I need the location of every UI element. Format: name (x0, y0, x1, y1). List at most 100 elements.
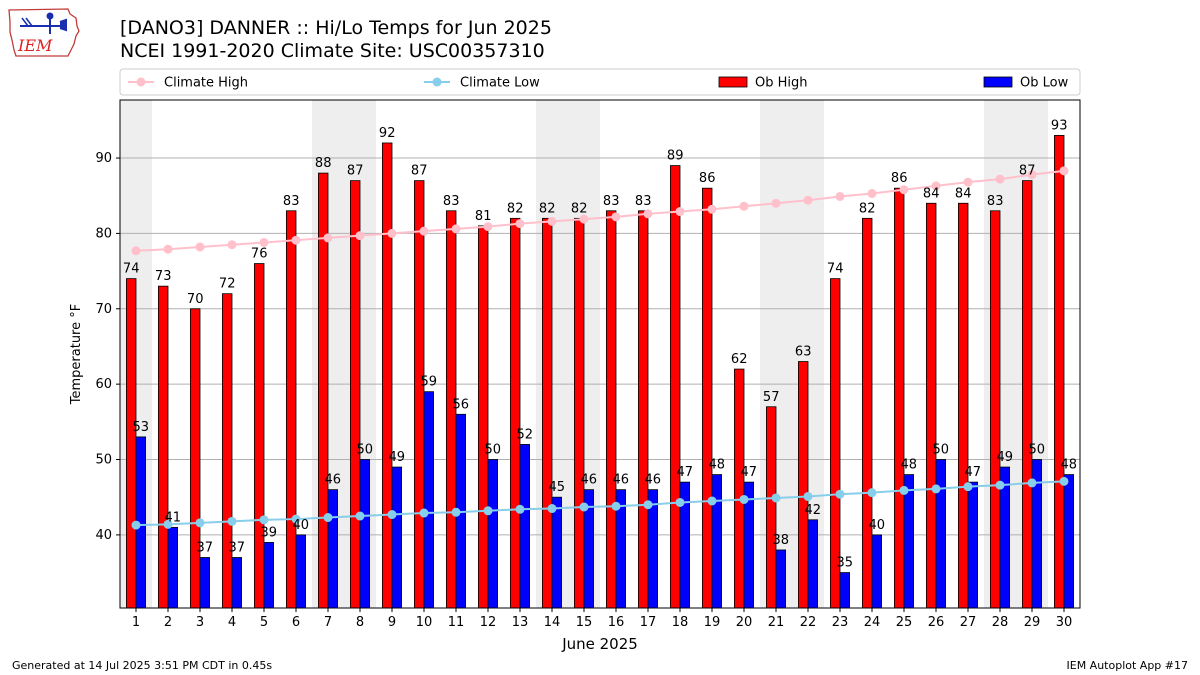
legend-label: Climate High (164, 76, 248, 91)
climate-high-point (291, 235, 301, 245)
ob-low-bar (263, 542, 275, 609)
chart-title: [DANO3] DANNER :: Hi/Lo Temps for Jun 20… (120, 17, 552, 39)
iem-logo: IEM (8, 8, 80, 57)
legend-label: Ob Low (1020, 76, 1069, 91)
ob-low-bar (391, 466, 403, 609)
ob-high-label: 62 (731, 352, 748, 367)
ob-high-bar (509, 217, 521, 609)
climate-high-point (483, 222, 493, 232)
ob-high-label: 82 (507, 201, 524, 216)
x-tick-label: 17 (640, 615, 657, 630)
x-tick-label: 30 (1056, 615, 1073, 630)
x-tick-label: 24 (864, 615, 881, 630)
climate-low-point (899, 485, 909, 495)
climate-low-point (867, 488, 877, 498)
climate-low-point (419, 508, 429, 518)
ob-high-label: 89 (667, 149, 684, 164)
ob-high-bar (253, 263, 265, 609)
ob-high-label: 83 (987, 194, 1004, 209)
climate-high-point (707, 204, 717, 214)
ob-low-bar (423, 391, 435, 609)
logo-text: IEM (17, 36, 53, 55)
climate-high-point (355, 231, 365, 241)
ob-high-label: 72 (219, 277, 236, 292)
y-axis-label: Temperature °F (69, 304, 84, 405)
ob-high-label: 83 (635, 194, 652, 209)
climate-low-point (227, 516, 237, 526)
ob-high-label: 86 (891, 171, 908, 186)
ob-high-bar (798, 361, 809, 609)
ob-high-bar (638, 210, 649, 609)
ob-low-label: 41 (165, 510, 182, 525)
ob-high-bar (542, 217, 553, 609)
legend-swatch-marker (136, 77, 146, 87)
ob-high-label: 86 (699, 171, 716, 186)
climate-high-point (451, 224, 461, 234)
climate-low-point (291, 514, 301, 524)
ob-high-bar (990, 210, 1001, 609)
climate-low-point (675, 497, 685, 507)
climate-low-point (323, 513, 333, 523)
y-tick-label: 80 (95, 226, 112, 241)
x-tick-label: 5 (260, 615, 268, 630)
app-label: IEM Autoplot App #17 (1066, 659, 1189, 672)
ob-low-label: 47 (741, 465, 758, 480)
ob-low-label: 47 (677, 465, 694, 480)
legend-label: Ob High (755, 76, 808, 91)
ob-high-bar (126, 278, 137, 609)
climate-high-point (899, 185, 909, 195)
ob-low-label: 46 (581, 473, 598, 488)
y-tick-label: 50 (95, 453, 112, 468)
climate-high-point (835, 191, 845, 201)
climate-low-point (259, 515, 269, 525)
x-tick-label: 20 (736, 615, 753, 630)
ob-high-label: 70 (187, 292, 204, 307)
ob-low-bar (775, 549, 787, 609)
ob-high-label: 84 (955, 186, 972, 201)
x-tick-label: 26 (928, 615, 945, 630)
ob-high-bar (670, 165, 681, 609)
ob-low-bar (711, 474, 723, 609)
ob-low-label: 50 (357, 443, 374, 458)
ob-low-label: 50 (1029, 443, 1046, 458)
climate-high-point (643, 209, 653, 219)
climate-high-point (579, 214, 589, 224)
x-tick-label: 2 (164, 615, 172, 630)
climate-low-point (515, 504, 525, 514)
ob-high-label: 82 (539, 201, 556, 216)
ob-low-label: 48 (901, 458, 918, 473)
x-tick-label: 1 (132, 615, 140, 630)
legend-swatch-box (718, 76, 748, 88)
ob-low-label: 47 (965, 465, 982, 480)
ob-high-label: 93 (1051, 118, 1068, 133)
ob-high-bar (766, 406, 777, 609)
climate-low-point (771, 493, 781, 503)
ob-high-label: 84 (923, 186, 940, 201)
ob-low-bar (967, 481, 979, 609)
x-tick-label: 8 (356, 615, 364, 630)
chart-subtitle: NCEI 1991-2020 Climate Site: USC00357310 (120, 40, 545, 62)
ob-high-label: 82 (859, 201, 876, 216)
climate-high-point (995, 174, 1005, 184)
x-tick-label: 7 (324, 615, 332, 630)
ob-high-bar (189, 308, 201, 609)
ob-low-label: 49 (997, 450, 1014, 465)
x-tick-label: 23 (832, 615, 849, 630)
ob-high-bar (285, 210, 297, 609)
climate-high-line (135, 169, 1065, 252)
x-tick-label: 27 (960, 615, 977, 630)
climate-high-point (803, 195, 813, 205)
climate-low-point (611, 501, 621, 511)
ob-low-label: 50 (933, 443, 950, 458)
ob-high-bar (1022, 180, 1033, 609)
x-tick-label: 10 (416, 615, 433, 630)
ob-high-label: 76 (251, 247, 268, 262)
climate-high-point (547, 216, 557, 226)
climate-low-point (707, 496, 717, 506)
ob-high-bar (926, 202, 937, 609)
ob-high-label: 73 (155, 269, 172, 284)
ob-low-bar (199, 557, 211, 609)
ob-low-label: 50 (485, 443, 502, 458)
ob-high-label: 83 (283, 194, 300, 209)
ob-low-label: 38 (773, 533, 790, 548)
